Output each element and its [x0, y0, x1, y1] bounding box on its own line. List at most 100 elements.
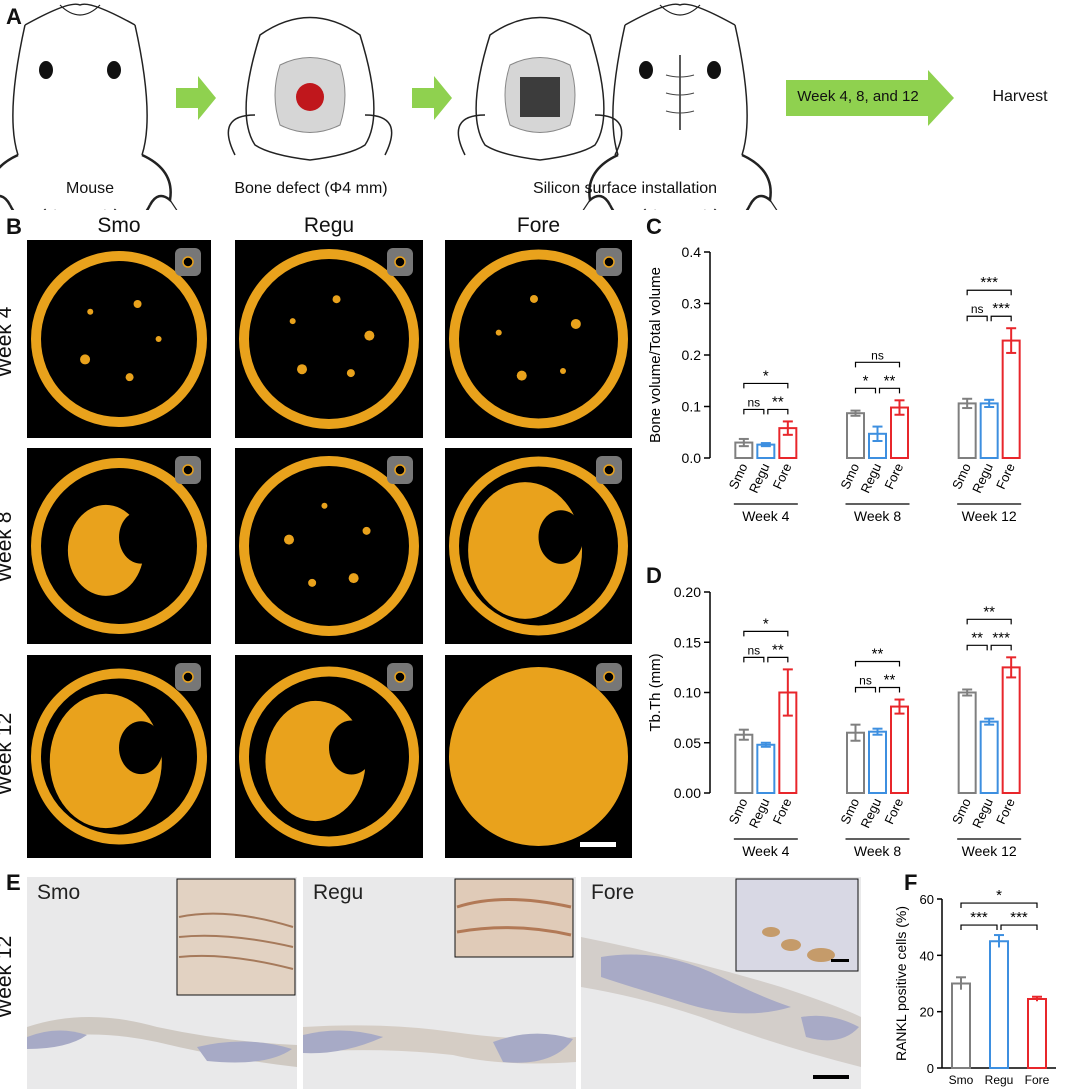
- significance-label: **: [884, 372, 896, 389]
- significance-label: **: [971, 629, 983, 646]
- bone-ring: [449, 249, 628, 429]
- inset-defect: [394, 671, 406, 683]
- y-tick-label: 0.20: [674, 584, 701, 600]
- significance-label: ns: [747, 643, 760, 657]
- bar: [756, 743, 776, 794]
- x-tick-label: Fore: [993, 461, 1018, 492]
- bar: [846, 731, 865, 794]
- inset-defect: [603, 256, 615, 268]
- microct-image: [235, 240, 423, 438]
- significance-label: **: [884, 672, 896, 689]
- histology-regu: Regu: [303, 877, 576, 1089]
- row-label-week12: Week 12: [0, 712, 16, 796]
- bone-fragment: [570, 318, 581, 329]
- bone-fragment: [133, 300, 142, 309]
- significance-label: ***: [980, 274, 998, 291]
- microct-image: [445, 655, 632, 858]
- significance-label: *: [996, 887, 1002, 904]
- bone-defect-illustration: [227, 16, 393, 161]
- significance-bracket: [878, 686, 901, 693]
- significance-bracket: [854, 361, 901, 368]
- microct-image: [235, 655, 423, 858]
- col-header-regu: Regu: [303, 214, 355, 237]
- significance-bracket: [767, 408, 789, 415]
- implant-illustration: [457, 16, 623, 161]
- y-tick-label: 0.05: [674, 735, 701, 751]
- row-label-week8: Week 8: [0, 512, 16, 583]
- rankl-chart: 0 20 40 60 RANKL positive cells (%) Smo Regu Fo…: [893, 887, 1056, 1087]
- significance-bracket: [966, 289, 1012, 296]
- bar: [890, 705, 909, 794]
- group-label: Week 12: [962, 508, 1017, 524]
- bone-fragment: [308, 578, 317, 587]
- significance-label: ns: [871, 348, 884, 362]
- significance-bracket: [990, 644, 1012, 651]
- sutured-mouse-illustration: [558, 2, 802, 210]
- significance-label: ***: [1010, 909, 1028, 926]
- y-axis-label: Tb.Th (mm): [647, 653, 664, 731]
- bone-ring: [449, 456, 628, 636]
- defect-void: [538, 510, 584, 564]
- mouse-illustration: [0, 2, 202, 210]
- y-tick-label: 0.4: [682, 244, 702, 260]
- x-tick-label: Smo: [949, 1073, 974, 1087]
- panel-a-illustration: [0, 2, 954, 210]
- significance-label: ns: [747, 395, 760, 409]
- significance-label: *: [863, 372, 869, 389]
- bar: [1027, 997, 1047, 1069]
- bone-fragment: [529, 294, 538, 303]
- significance-bracket: [966, 618, 1012, 625]
- significance-bracket: [966, 644, 988, 651]
- significance-bracket: [743, 656, 765, 663]
- inset-defect: [182, 464, 194, 476]
- bar: [951, 982, 971, 1069]
- y-tick-label: 0.1: [682, 399, 702, 415]
- x-tick-label: Regu: [857, 461, 884, 496]
- panel-label-b: B: [6, 214, 22, 239]
- bone-fragment: [284, 534, 295, 545]
- bar: [957, 402, 977, 460]
- significance-bracket: [854, 686, 877, 693]
- significance-bracket: [767, 656, 789, 663]
- defect-void: [119, 721, 163, 775]
- significance-label: ***: [970, 909, 988, 926]
- significance-label: ***: [992, 300, 1010, 317]
- arrow-right-icon: [176, 76, 216, 120]
- bone-fragment: [289, 318, 296, 325]
- group-label: Week 12: [962, 843, 1017, 859]
- group-label: Week 4: [742, 843, 789, 859]
- histology-fore: Fore: [581, 877, 861, 1089]
- bone-ring: [31, 458, 207, 634]
- microct-image: [235, 448, 423, 644]
- bar: [989, 940, 1009, 1069]
- significance-bracket: [743, 382, 789, 389]
- bar: [1001, 666, 1021, 794]
- group-label: Week 4: [742, 508, 789, 524]
- microct-image: [445, 448, 632, 644]
- inset-defect: [394, 464, 406, 476]
- significance-bracket: [966, 315, 988, 322]
- microct-image: [445, 240, 632, 438]
- x-tick-label: Regu: [746, 796, 773, 831]
- step-mouse-label: Mouse: [65, 180, 115, 197]
- bar: [957, 691, 977, 794]
- col-header-smo: Smo: [97, 214, 141, 237]
- bone-ring: [31, 251, 207, 427]
- significance-bracket: [878, 387, 901, 394]
- timeline-label: Week 4, 8, and 12: [797, 88, 919, 105]
- bar: [868, 730, 887, 795]
- x-tick-label: Fore: [993, 796, 1018, 827]
- bone-fragment: [560, 367, 567, 374]
- significance-bracket: [960, 924, 998, 931]
- microct-image: [27, 240, 211, 438]
- bone-fragment: [516, 370, 527, 381]
- x-tick-label: Regu: [857, 796, 884, 831]
- y-tick-label: 0.00: [674, 785, 701, 801]
- significance-label: *: [763, 615, 769, 632]
- bone-fragment: [87, 308, 94, 315]
- panel-label-d: D: [646, 563, 662, 588]
- harvest-label: Harvest: [992, 88, 1048, 105]
- bone-fragment: [321, 502, 328, 509]
- x-tick-label: Fore: [881, 461, 906, 492]
- bone-fragment: [125, 373, 134, 382]
